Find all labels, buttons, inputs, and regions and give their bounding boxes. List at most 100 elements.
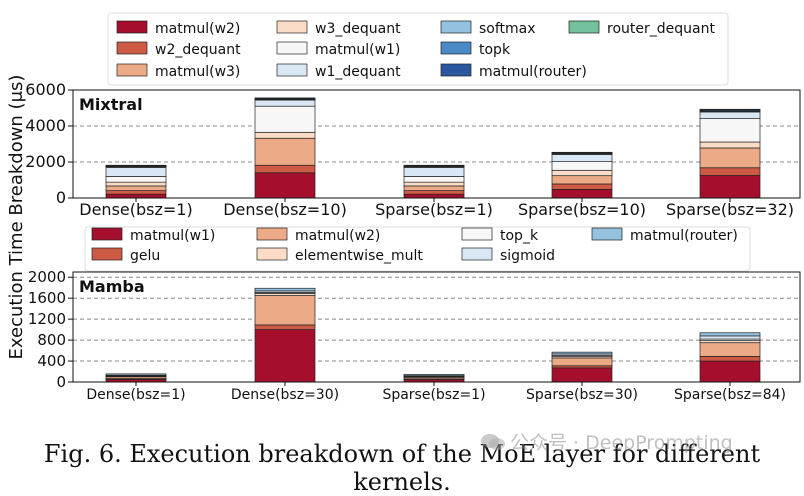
- bar-segment-matmul-w1: [106, 176, 166, 182]
- bar-segment-w2-dequant: [255, 165, 315, 173]
- mamba-chart: 0 400 800 1200 1600 2000 Dense(bsz=1) Dense(bsz…: [28, 227, 800, 403]
- bar-segment-matmul-w2: [700, 176, 760, 199]
- legend-swatch-router-dequant: [569, 21, 599, 33]
- legend-swatch-w2-dequant: [117, 42, 147, 54]
- y-tick-label: 800: [37, 331, 66, 349]
- bar-segment-matmul-router: [106, 374, 166, 375]
- legend-swatch-matmul-w3: [117, 64, 147, 76]
- legend-label-w1-dequant: w1_dequant: [315, 64, 401, 80]
- bar-segment-w1-dequant: [404, 167, 464, 176]
- bar-segment-matmul-w1: [404, 176, 464, 182]
- legend-label-matmul-router: matmul(router): [630, 228, 738, 244]
- x-tick-label: Sparse(bsz=1): [382, 387, 485, 403]
- bar-segment-w1-dequant: [700, 112, 760, 119]
- y-tick-label: 400: [37, 352, 66, 370]
- legend-label-w2-dequant: w2_dequant: [155, 42, 241, 58]
- bar-segment-sigmoid: [700, 336, 760, 339]
- x-tick-label: Sparse(bsz=1): [375, 200, 493, 219]
- x-tick-label: Sparse(bsz=84): [674, 387, 786, 403]
- legend-label-matmul-w1: matmul(w1): [315, 42, 400, 58]
- bar-segment-matmul-w1: [255, 106, 315, 132]
- x-tick-label: Sparse(bsz=32): [666, 200, 794, 219]
- legend-label-sigmoid: sigmoid: [500, 248, 555, 264]
- bar-segment-w2-dequant: [106, 191, 166, 195]
- y-tick-label: 1600: [28, 289, 66, 307]
- legend-label-softmax: softmax: [479, 21, 536, 37]
- bar-segment-w3-dequant: [700, 142, 760, 148]
- bar-segment-matmul-w1: [255, 330, 315, 382]
- bar-segment-matmul-w1: [552, 368, 612, 382]
- watermark-text: 公众号 · DeepPrompting: [510, 432, 733, 454]
- legend-label-matmul-router: matmul(router): [479, 64, 587, 80]
- bar-segment-matmul-router: [700, 333, 760, 336]
- legend-swatch-matmul-w2: [117, 21, 147, 33]
- legend-swatch-sigmoid: [462, 248, 492, 260]
- bar-segment-matmul-router: [404, 374, 464, 375]
- bar-segment-gelu: [700, 356, 760, 361]
- y-axis-label: Execution Time Breakdown (μs): [6, 75, 27, 360]
- legend-label-top-k: top_k: [500, 228, 539, 244]
- panel-title: Mamba: [79, 277, 145, 296]
- legend-swatch-matmul-w1: [92, 228, 122, 240]
- bar-segment-matmul-w2: [404, 194, 464, 198]
- x-tick-label: Sparse(bsz=10): [518, 200, 646, 219]
- legend-label-matmul-w1: matmul(w1): [130, 228, 215, 244]
- bar-segment-matmul-w2: [106, 194, 166, 198]
- bar-segment-matmul-w1: [552, 162, 612, 171]
- y-tick-label: 0: [56, 188, 66, 207]
- x-tick-label: Dense(bsz=1): [79, 200, 192, 219]
- bar-segment-matmul-w3: [700, 148, 760, 168]
- bar-segment-matmul-w3: [255, 138, 315, 165]
- bar-segment-w3-dequant: [404, 182, 464, 186]
- legend-label-matmul-w3: matmul(w3): [155, 64, 240, 80]
- y-tick-label: 1200: [28, 310, 66, 328]
- x-tick-label: Sparse(bsz=30): [526, 387, 638, 403]
- plot-frame: [73, 272, 800, 382]
- bar-segment-w1-dequant: [552, 154, 612, 161]
- watermark: 公众号 · DeepPrompting: [480, 428, 733, 455]
- y-tick-label: 2000: [25, 152, 66, 171]
- bar-segment-matmul-w2: [255, 173, 315, 198]
- bar-segment-w2-dequant: [700, 168, 760, 176]
- legend-label-elementwise-mult: elementwise_mult: [295, 248, 423, 264]
- bar-segment-matmul-router: [255, 288, 315, 291]
- bar-segment-gelu: [255, 325, 315, 330]
- bar-segment-matmul-w3: [106, 186, 166, 191]
- bar-segment-w1-dequant: [255, 100, 315, 106]
- bar-segment-matmul-w2: [255, 296, 315, 325]
- figure: Execution Time Breakdown (μs) 0200040006…: [0, 0, 804, 472]
- bar-segment-w2-dequant: [404, 191, 464, 195]
- legend-swatch-topk: [441, 42, 471, 54]
- y-tick-label: 4000: [25, 116, 66, 135]
- legend-swatch-matmul-w2: [257, 228, 287, 240]
- y-tick-label: 0: [56, 373, 66, 391]
- y-tick-label: 6000: [25, 80, 66, 99]
- legend-label-matmul-w2: matmul(w2): [295, 228, 380, 244]
- y-tick-label: 2000: [28, 268, 66, 286]
- bar-segment-matmul-w1: [700, 119, 760, 142]
- legend-swatch-top-k: [462, 228, 492, 240]
- legend-label-gelu: gelu: [130, 248, 160, 264]
- x-tick-label: Dense(bsz=30): [231, 387, 339, 403]
- legend-swatch-w3-dequant: [277, 21, 307, 33]
- legend-swatch-w1-dequant: [277, 64, 307, 76]
- legend-swatch-matmul-router: [441, 64, 471, 76]
- bar-segment-matmul-w2: [552, 358, 612, 366]
- bar-segment-matmul-w1: [700, 361, 760, 382]
- mixtral-chart: 0200040006000Dense(bsz=1)Dense(bsz=10)Sp…: [25, 13, 800, 219]
- legend-label-w3-dequant: w3_dequant: [315, 21, 401, 37]
- x-tick-label: Dense(bsz=1): [86, 387, 185, 403]
- legend-swatch-elementwise-mult: [257, 248, 287, 260]
- bar-segment-w2-dequant: [552, 184, 612, 189]
- legend-swatch-matmul-w1: [277, 42, 307, 54]
- bar-segment-matmul-router: [552, 352, 612, 354]
- bar-segment-w3-dequant: [106, 182, 166, 186]
- bar-segment-matmul-w2: [700, 343, 760, 357]
- legend-label-matmul-w2: matmul(w2): [155, 21, 240, 37]
- chat-bubble-icon: [480, 432, 506, 452]
- legend-swatch-gelu: [92, 248, 122, 260]
- bar-segment-matmul-w2: [552, 189, 612, 198]
- bar-segment-w1-dequant: [106, 167, 166, 176]
- legend-swatch-softmax: [441, 21, 471, 33]
- bar-segment-w3-dequant: [552, 170, 612, 175]
